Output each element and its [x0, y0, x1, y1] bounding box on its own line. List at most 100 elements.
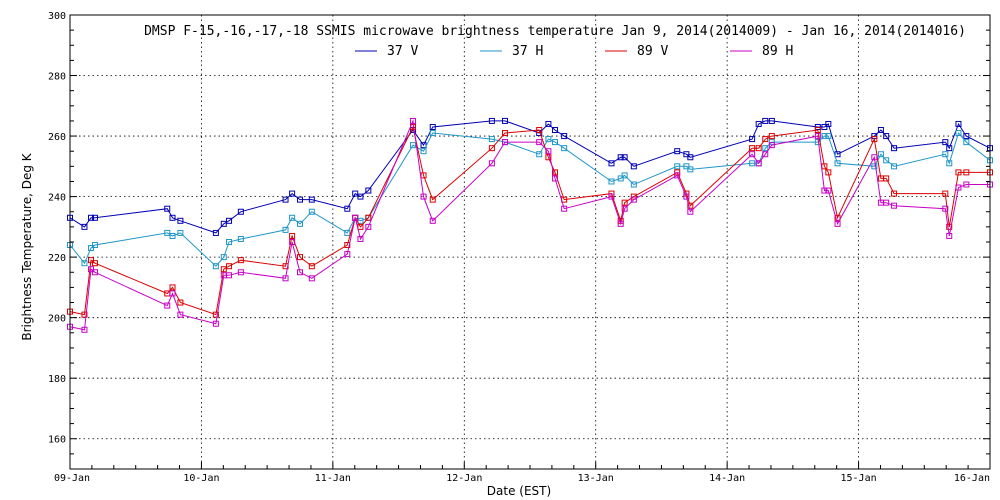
data-point	[545, 120, 552, 127]
data-point	[630, 196, 637, 203]
data-point	[308, 275, 315, 282]
legend: 37 V 37 H 89 V 89 H	[355, 44, 793, 59]
data-point	[814, 123, 821, 130]
data-point	[768, 142, 775, 149]
data-point	[488, 145, 495, 152]
legend-item: 37 V	[355, 44, 418, 59]
data-point	[410, 142, 417, 149]
data-point	[683, 151, 690, 158]
x-tick-label: 13-Jan	[578, 473, 614, 484]
data-point	[821, 187, 828, 194]
data-point	[177, 217, 184, 224]
data-point	[545, 154, 552, 161]
data-point	[169, 284, 176, 291]
data-point	[81, 260, 88, 267]
data-point	[177, 299, 184, 306]
data-point	[237, 208, 244, 215]
data-point	[344, 229, 351, 236]
data-point	[297, 196, 303, 203]
data-point	[81, 326, 88, 333]
data-point	[357, 193, 364, 200]
series-line	[69, 125, 990, 316]
data-point	[226, 272, 233, 279]
data-point	[551, 169, 558, 176]
data-point	[825, 133, 832, 140]
data-point	[955, 120, 962, 127]
data-point	[942, 151, 949, 158]
data-point	[308, 196, 315, 203]
data-point	[357, 217, 364, 224]
data-point	[942, 139, 949, 146]
data-point	[883, 175, 890, 182]
data-point	[683, 193, 690, 200]
data-point	[536, 127, 543, 134]
data-point	[420, 148, 427, 155]
data-point	[177, 311, 184, 318]
data-point	[891, 202, 898, 209]
data-point	[814, 133, 821, 140]
data-point	[488, 136, 495, 143]
x-axis-label: Date (EST)	[487, 484, 551, 498]
data-point	[955, 130, 962, 137]
y-tick-label: 220	[48, 253, 66, 264]
data-point	[226, 217, 233, 224]
data-point	[762, 151, 769, 158]
data-point	[834, 220, 841, 227]
data-point	[289, 239, 296, 245]
data-point	[825, 169, 832, 176]
data-point	[883, 133, 890, 140]
x-tick-label: 15-Jan	[841, 473, 877, 484]
data-point	[212, 311, 219, 318]
data-point	[687, 154, 694, 161]
data-point	[755, 160, 762, 167]
data-point	[289, 214, 296, 221]
x-tick-label: 09-Jan	[54, 473, 90, 484]
y-tick-label: 300	[48, 11, 66, 22]
data-point	[91, 242, 98, 249]
data-point	[617, 220, 624, 227]
data-point	[617, 154, 624, 161]
data-point	[88, 214, 95, 221]
data-point	[308, 208, 315, 215]
data-point	[877, 127, 884, 134]
data-point	[891, 145, 898, 152]
data-point	[608, 160, 615, 167]
data-point	[352, 190, 359, 197]
data-point	[608, 178, 615, 185]
data-point	[289, 190, 296, 197]
data-point	[365, 223, 372, 230]
data-point	[212, 229, 219, 236]
data-point	[212, 320, 219, 327]
data-point	[561, 133, 568, 140]
data-point	[963, 139, 970, 146]
data-point	[749, 145, 756, 152]
series-line	[69, 120, 991, 234]
x-tick-label: 10-Jan	[183, 473, 219, 484]
data-point	[297, 269, 303, 276]
series-89-h	[67, 117, 993, 333]
data-point	[834, 151, 841, 158]
data-point	[955, 169, 962, 176]
data-point	[621, 205, 628, 212]
data-point	[768, 133, 775, 140]
data-point	[834, 214, 841, 221]
data-point	[687, 202, 694, 209]
data-point	[551, 175, 558, 182]
data-point	[226, 239, 233, 245]
legend-label: 89 V	[637, 44, 668, 59]
data-point	[825, 120, 832, 127]
data-point	[814, 127, 821, 134]
series-37-v	[67, 117, 993, 236]
data-point	[551, 139, 558, 146]
data-point	[289, 232, 296, 239]
data-point	[237, 235, 244, 242]
data-point	[942, 190, 949, 197]
data-point	[91, 269, 98, 276]
data-point	[429, 130, 436, 137]
y-tick-label: 160	[48, 435, 66, 446]
data-point	[429, 217, 436, 224]
data-point	[762, 117, 769, 124]
data-point	[621, 154, 628, 161]
data-point	[687, 166, 694, 173]
